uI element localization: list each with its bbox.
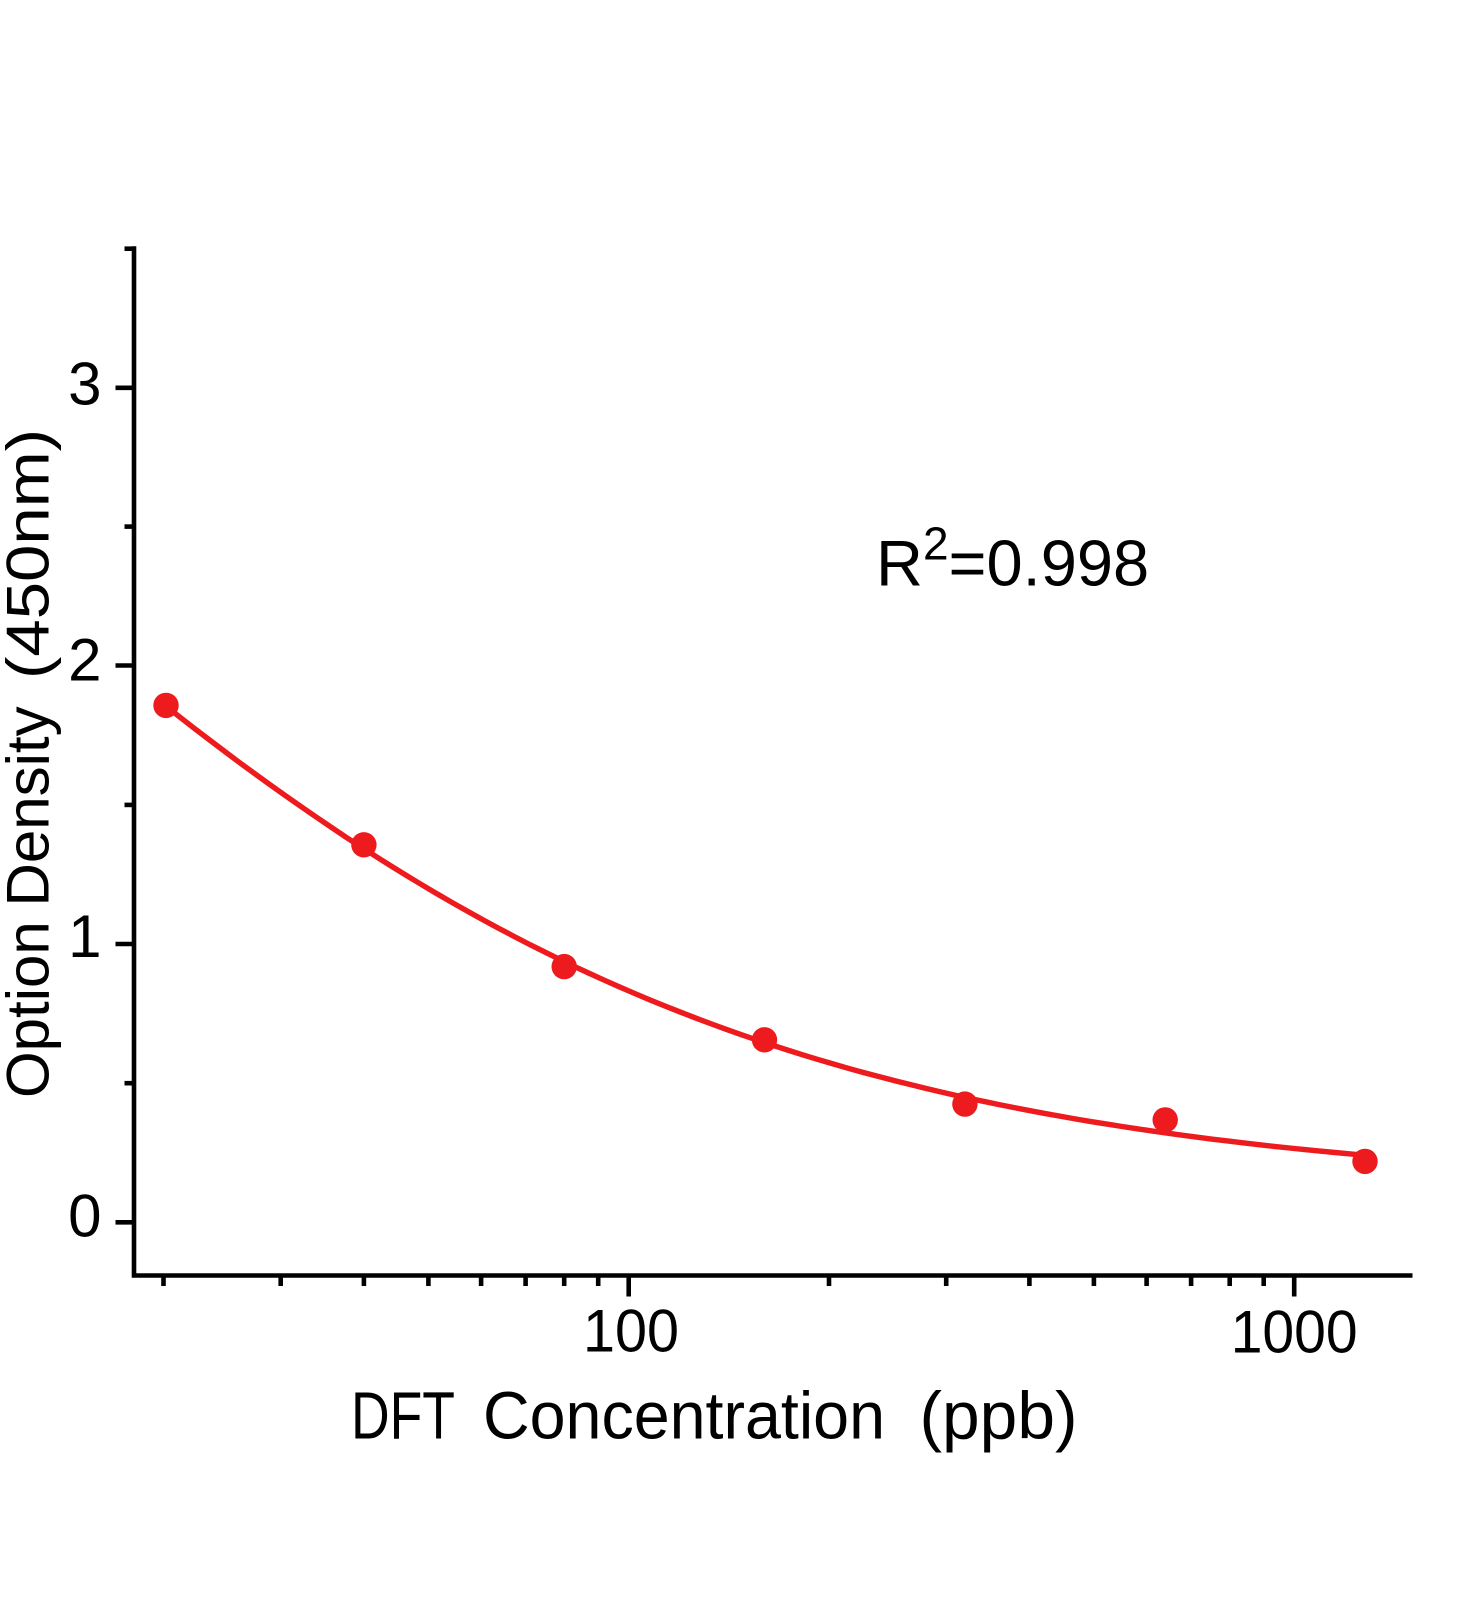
svg-text:(ppb): (ppb) xyxy=(920,1379,1078,1454)
svg-text:(450nm): (450nm) xyxy=(0,429,62,679)
svg-text:1000: 1000 xyxy=(1231,1299,1358,1366)
svg-text:R2=0.998: R2=0.998 xyxy=(876,518,1149,600)
svg-text:Option: Option xyxy=(0,921,62,1098)
svg-text:2: 2 xyxy=(68,627,101,694)
svg-text:1: 1 xyxy=(68,903,101,970)
svg-text:Density: Density xyxy=(0,706,62,906)
svg-text:3: 3 xyxy=(68,350,101,417)
svg-text:0: 0 xyxy=(68,1183,101,1250)
svg-text:DFT: DFT xyxy=(351,1379,455,1454)
svg-text:Concentration: Concentration xyxy=(483,1379,885,1454)
svg-text:100: 100 xyxy=(583,1298,679,1365)
